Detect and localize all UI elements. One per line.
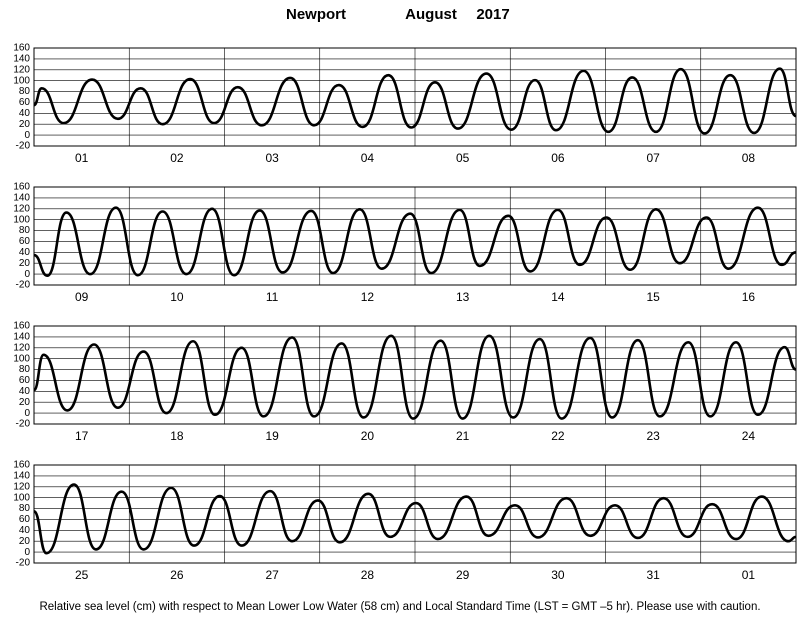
month-title: August [405,6,457,23]
day-label: 07 [646,151,660,165]
y-tick-label: 40 [19,525,31,536]
day-label: 17 [75,429,89,443]
day-label: 28 [361,568,375,582]
day-label: 15 [646,290,660,304]
y-tick-label: 120 [13,342,30,353]
day-label: 30 [551,568,565,582]
day-label: 06 [551,151,565,165]
y-tick-label: 0 [24,130,30,141]
day-label: 29 [456,568,470,582]
day-label: 14 [551,290,565,304]
plot-frame [33,47,797,147]
day-label: 31 [646,568,660,582]
y-tick-label: 140 [13,193,30,204]
station-title: Newport [286,6,346,23]
y-tick-label: 0 [24,408,30,419]
day-label: 19 [265,429,279,443]
y-tick-label: 100 [13,492,30,503]
y-tick-label: 80 [19,86,31,97]
y-tick-label: 160 [13,321,30,332]
day-label: 25 [75,568,89,582]
y-tick-label: -20 [16,558,31,569]
y-tick-label: 0 [24,269,30,280]
day-label: 27 [265,568,279,582]
year-title: 2017 [476,6,509,23]
plot-frame [33,186,797,286]
day-label: 08 [742,151,756,165]
y-tick-label: 160 [13,43,30,54]
y-tick-label: 120 [13,203,30,214]
day-label: 20 [361,429,375,443]
y-tick-label: 160 [13,460,30,471]
day-label: 26 [170,568,184,582]
day-label: 03 [265,151,279,165]
day-label: 12 [361,290,375,304]
footnote: Relative sea level (cm) with respect to … [39,601,760,613]
y-tick-label: 20 [19,397,31,408]
day-label: 04 [361,151,375,165]
y-tick-label: 60 [19,97,31,108]
day-label: 10 [170,290,184,304]
y-tick-label: 20 [19,258,31,269]
y-tick-label: 100 [13,353,30,364]
day-label: 02 [170,151,184,165]
day-label: 21 [456,429,470,443]
y-tick-label: 40 [19,108,31,119]
y-tick-label: 80 [19,225,31,236]
plot-frame [33,325,797,425]
day-label: 11 [266,290,279,304]
day-label: 16 [742,290,756,304]
y-tick-label: -20 [16,141,31,152]
day-label: 18 [170,429,184,443]
day-label: 22 [551,429,565,443]
tide-curve [33,206,797,278]
day-label: 13 [456,290,470,304]
y-tick-label: 40 [19,386,31,397]
day-label: 05 [456,151,470,165]
day-label: 01 [742,568,756,582]
y-tick-label: -20 [16,419,31,430]
day-label: 24 [742,429,756,443]
y-tick-label: 40 [19,247,31,258]
y-tick-label: 20 [19,119,31,130]
y-tick-label: 120 [13,64,30,75]
day-label: 01 [75,151,89,165]
tide-curve [32,483,797,555]
y-tick-label: 100 [13,75,30,86]
plot-frame [33,464,797,564]
y-tick-label: 80 [19,364,31,375]
y-tick-label: 80 [19,503,31,514]
y-tick-label: 60 [19,236,31,247]
y-tick-label: 60 [19,514,31,525]
day-label: 23 [646,429,660,443]
y-tick-label: 0 [24,547,30,558]
y-tick-label: 160 [13,182,30,193]
day-label: 09 [75,290,89,304]
y-tick-label: 140 [13,54,30,65]
y-tick-label: 20 [19,536,31,547]
y-tick-label: 140 [13,332,30,343]
y-tick-label: -20 [16,280,31,291]
y-tick-label: 100 [13,214,30,225]
y-tick-label: 140 [13,471,30,482]
tide-curve [32,334,797,420]
tide-curve [33,67,798,135]
y-tick-label: 60 [19,375,31,386]
y-tick-label: 120 [13,481,30,492]
